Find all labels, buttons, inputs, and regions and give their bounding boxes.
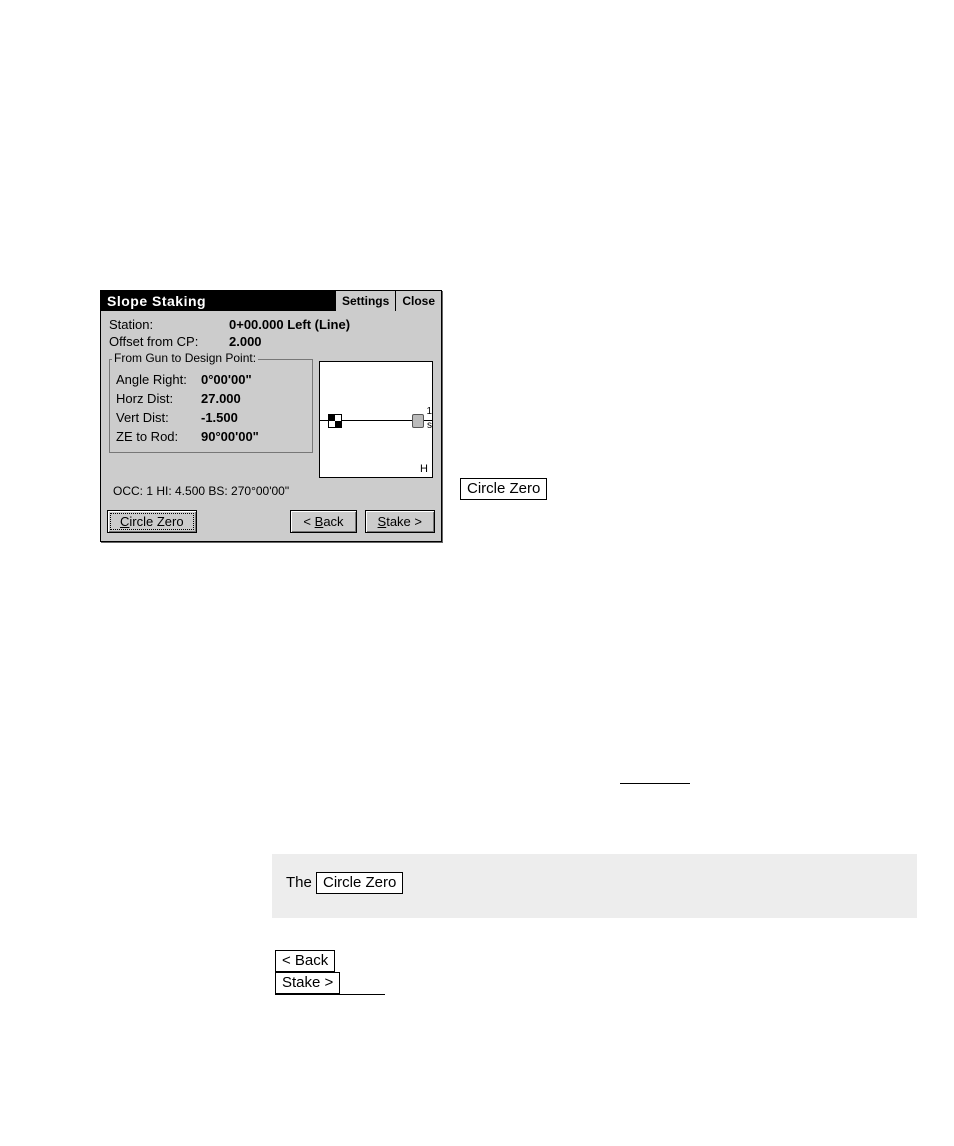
station-label: Station: xyxy=(109,317,229,332)
angle-right-value: 0°00'00" xyxy=(201,372,252,387)
canvas-mark-s: s xyxy=(427,420,432,431)
back-rest: ack xyxy=(323,514,343,529)
occupy-point-icon xyxy=(328,414,342,428)
from-gun-groupbox: From Gun to Design Point: Angle Right: 0… xyxy=(109,359,313,453)
dialog-button-bar: Circle Zero < Back Stake > xyxy=(101,506,441,541)
offset-label: Offset from CP: xyxy=(109,334,229,349)
groupbox-title: From Gun to Design Point: xyxy=(112,351,258,365)
back-pre: < xyxy=(303,514,314,529)
doc-bottom-link xyxy=(275,994,385,995)
horz-dist-value: 27.000 xyxy=(201,391,241,406)
doc-back-chip: < Back xyxy=(275,950,335,972)
canvas-mark-1: 1 xyxy=(426,406,432,417)
stake-rest: take > xyxy=(386,514,422,529)
circle-zero-accel: C xyxy=(120,514,129,529)
angle-right-label: Angle Right: xyxy=(116,372,201,387)
vert-dist-label: Vert Dist: xyxy=(116,410,201,425)
ze-rod-value: 90°00'00" xyxy=(201,429,259,444)
doc-note-box: The Circle Zero xyxy=(272,854,917,918)
vert-dist-value: -1.500 xyxy=(201,410,238,425)
doc-buttons-list: < Back Stake > xyxy=(275,950,385,995)
stake-button[interactable]: Stake > xyxy=(365,510,435,533)
back-accel: B xyxy=(315,514,324,529)
station-value: 0+00.000 Left (Line) xyxy=(229,317,350,332)
design-point-icon xyxy=(412,414,424,428)
stake-accel: S xyxy=(378,514,387,529)
dialog-title: Slope Staking xyxy=(101,291,335,311)
doc-note-pre: The xyxy=(286,874,316,891)
close-button[interactable]: Close xyxy=(395,291,441,311)
offset-value: 2.000 xyxy=(229,334,262,349)
horz-dist-label: Horz Dist: xyxy=(116,391,201,406)
plan-canvas: 1 s H xyxy=(319,361,433,478)
back-button[interactable]: < Back xyxy=(290,510,356,533)
circle-zero-button[interactable]: Circle Zero xyxy=(107,510,197,533)
slope-staking-dialog: Slope Staking Settings Close Station: 0+… xyxy=(100,290,442,542)
doc-circle-zero-chip: Circle Zero xyxy=(460,478,547,500)
titlebar: Slope Staking Settings Close xyxy=(101,291,441,311)
doc-note-circle-zero-chip: Circle Zero xyxy=(316,872,403,894)
ze-rod-label: ZE to Rod: xyxy=(116,429,201,444)
canvas-mark-h: H xyxy=(420,463,428,475)
status-line: OCC: 1 HI: 4.500 BS: 270°00'00" xyxy=(113,484,433,498)
circle-zero-rest: ircle Zero xyxy=(129,514,183,529)
doc-stake-chip: Stake > xyxy=(275,972,340,994)
settings-button[interactable]: Settings xyxy=(335,291,395,311)
doc-link-placeholder xyxy=(620,783,690,784)
